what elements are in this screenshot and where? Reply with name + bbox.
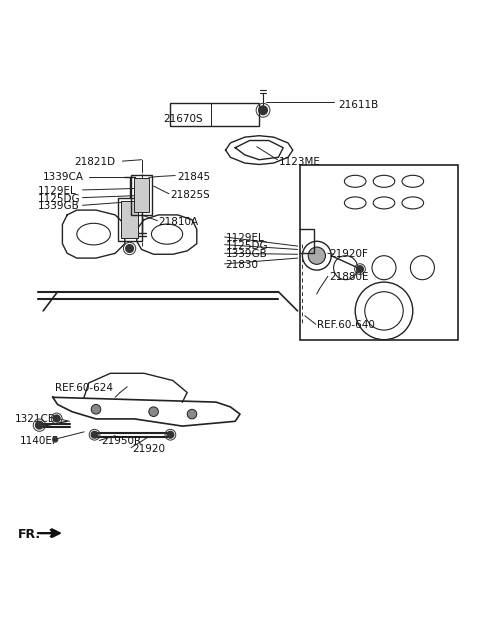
Circle shape: [149, 407, 158, 417]
Circle shape: [91, 431, 98, 438]
Text: 21821D: 21821D: [74, 157, 116, 167]
Text: 1321CB: 1321CB: [14, 414, 55, 424]
Text: 1125DG: 1125DG: [37, 194, 80, 204]
Bar: [300, 165, 458, 340]
Text: 1123ME: 1123ME: [278, 157, 320, 167]
Text: 21611B: 21611B: [338, 99, 379, 110]
Text: 21830: 21830: [226, 260, 259, 270]
Bar: [121, 201, 138, 238]
Circle shape: [36, 421, 43, 429]
Bar: [131, 174, 152, 215]
Bar: [170, 103, 259, 126]
Text: 21950R: 21950R: [101, 437, 141, 447]
Text: REF.60-640: REF.60-640: [317, 320, 375, 330]
Text: 1125DG: 1125DG: [226, 240, 268, 251]
Circle shape: [91, 404, 101, 414]
Text: 21920: 21920: [132, 444, 165, 454]
Text: 21825S: 21825S: [170, 190, 210, 200]
Text: 1339CA: 1339CA: [43, 172, 84, 181]
Text: 21920F: 21920F: [329, 249, 368, 259]
Circle shape: [167, 431, 174, 438]
Text: 1339GB: 1339GB: [37, 201, 79, 212]
Circle shape: [357, 266, 363, 272]
Text: REF.60-624: REF.60-624: [55, 383, 113, 393]
Text: 1339GB: 1339GB: [226, 249, 267, 259]
Text: 21880E: 21880E: [329, 272, 368, 282]
Text: FR.: FR.: [18, 528, 41, 540]
Text: 21845: 21845: [178, 172, 211, 181]
Bar: [118, 198, 142, 241]
Bar: [134, 178, 149, 212]
Text: 1140EF: 1140EF: [20, 437, 59, 447]
Circle shape: [308, 247, 325, 264]
Circle shape: [53, 437, 58, 442]
Circle shape: [53, 415, 60, 422]
Circle shape: [126, 245, 133, 253]
Circle shape: [259, 106, 267, 115]
Circle shape: [187, 410, 197, 419]
Text: 1129EL: 1129EL: [226, 233, 264, 243]
Text: 21670S: 21670S: [163, 114, 203, 124]
Text: 21810A: 21810A: [158, 217, 199, 227]
Text: 1129EL: 1129EL: [37, 186, 76, 196]
